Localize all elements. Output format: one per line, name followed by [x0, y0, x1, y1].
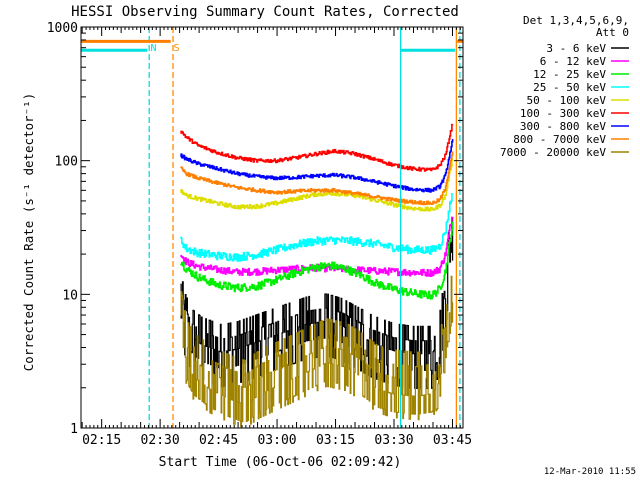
y-axis-label: Corrected Count Rate (s⁻¹ detector⁻¹) [21, 93, 36, 371]
legend-label: 50 - 100 keV [527, 94, 607, 107]
series-layer [180, 123, 454, 428]
legend-label: 300 - 800 keV [520, 120, 606, 133]
y-tick-label: 10 [62, 288, 78, 303]
series-line [180, 159, 454, 212]
y-tick-label: 100 [55, 155, 78, 170]
x-tick-label: 03:30 [374, 433, 413, 448]
x-axis-label: Start Time (06-Oct-06 02:09:42) [159, 455, 402, 470]
y-tick-label: 1 [70, 422, 78, 437]
legend-label: 3 - 6 keV [546, 42, 606, 55]
chart-title: HESSI Observing Summary Count Rates, Cor… [71, 4, 459, 20]
legend-label: 7000 - 20000 keV [500, 146, 606, 159]
x-tick-label: 02:30 [141, 433, 180, 448]
series-line [180, 151, 454, 206]
legend-header-1: Det 1,3,4,5,6,9, [523, 14, 629, 27]
series-line [180, 275, 454, 428]
legend-label: 100 - 300 keV [520, 107, 606, 120]
x-tick-label: 03:15 [316, 433, 355, 448]
plot-frame [80, 26, 464, 429]
timestamp: 12-Mar-2010 11:55 [544, 467, 636, 477]
flag-label: S [173, 43, 179, 54]
x-tick-label: 02:45 [199, 433, 238, 448]
legend-label: 6 - 12 keV [540, 55, 607, 68]
series-line [180, 139, 454, 193]
y-axis: 1 10 100 1000 [47, 21, 463, 437]
series-line [180, 123, 454, 172]
legend-label: 25 - 50 keV [533, 81, 606, 94]
legend-label: 800 - 7000 keV [513, 133, 606, 146]
flag-label: N [150, 43, 156, 54]
legend-label: 12 - 25 keV [533, 68, 606, 81]
y-tick-label: 1000 [47, 21, 78, 36]
legend-header-2: Att 0 [596, 26, 629, 39]
series-line [180, 221, 454, 300]
x-tick-label: 03:00 [257, 433, 296, 448]
series-line [180, 193, 454, 262]
x-tick-label: 03:45 [433, 433, 472, 448]
x-axis: 02:15 02:30 02:45 03:00 03:15 03:30 03:45 [81, 27, 472, 448]
x-tick-label: 02:15 [82, 433, 121, 448]
